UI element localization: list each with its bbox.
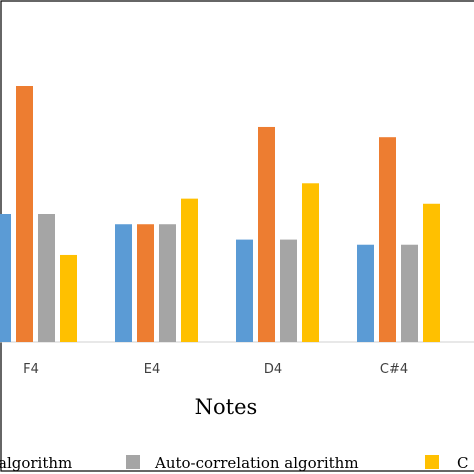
bars-group: [0, 86, 440, 343]
bar-e4-series-4: [181, 198, 198, 342]
bar-csharp4-series-1: [357, 244, 374, 342]
x-tick-label: C#4: [380, 362, 408, 377]
legend: algorithm Auto-correlation algorithm C: [0, 454, 468, 472]
bar-d4-series-4: [302, 183, 319, 342]
bar-d4-series-2: [258, 126, 275, 343]
bar-f4-series-2: [16, 86, 33, 342]
legend-label-series-4: C: [457, 454, 468, 472]
bar-e4-series-2: [137, 224, 154, 342]
legend-label-series-1: algorithm: [0, 454, 72, 472]
bar-csharp4-series-4: [423, 203, 440, 342]
bar-f4-series-1: [0, 214, 11, 342]
x-tick-labels: F4 E4 D4 C#4: [23, 362, 408, 377]
legend-swatch-series-3: [126, 455, 140, 469]
bar-f4-series-3: [38, 214, 55, 342]
x-axis-title: Notes: [195, 395, 258, 419]
x-tick-label: F4: [23, 362, 39, 377]
x-tick-label: D4: [264, 362, 282, 377]
bar-e4-series-1: [115, 224, 132, 342]
bar-d4-series-1: [236, 239, 253, 342]
legend-swatch-series-4: [425, 455, 439, 469]
bar-f4-series-4: [60, 254, 77, 342]
bar-d4-series-3: [280, 239, 297, 342]
x-tick-label: E4: [144, 362, 161, 377]
bar-csharp4-series-2: [379, 137, 396, 342]
bar-csharp4-series-3: [401, 244, 418, 342]
legend-label-series-3: Auto-correlation algorithm: [154, 454, 359, 472]
bar-e4-series-3: [159, 224, 176, 342]
